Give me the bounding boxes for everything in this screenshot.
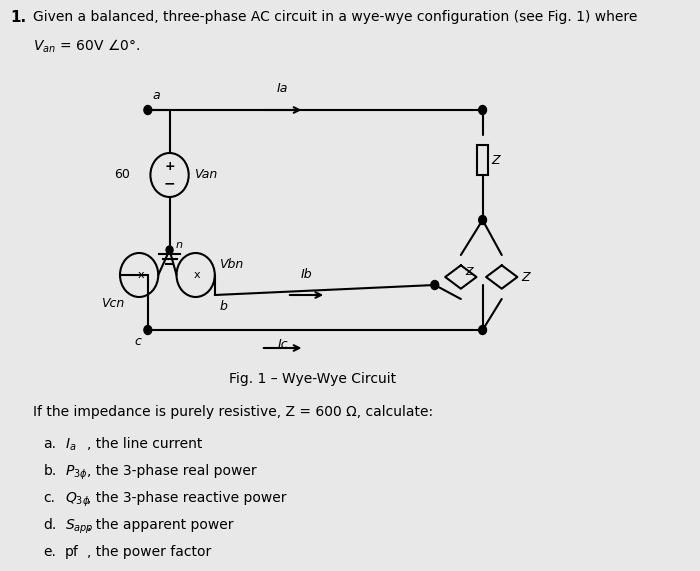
Text: $\mathit{Q_{3\phi}}$: $\mathit{Q_{3\phi}}$ (65, 491, 90, 509)
Text: Z: Z (466, 267, 472, 277)
Text: n: n (176, 240, 183, 250)
Text: b.: b. (43, 464, 57, 478)
Text: b: b (220, 300, 228, 313)
Text: c.: c. (43, 491, 55, 505)
Text: , the apparent power: , the apparent power (87, 518, 234, 532)
Text: a.: a. (43, 437, 57, 451)
Text: Fig. 1 – Wye-Wye Circuit: Fig. 1 – Wye-Wye Circuit (230, 372, 397, 386)
Text: , the power factor: , the power factor (87, 545, 211, 559)
Text: Vcn: Vcn (102, 297, 125, 310)
Text: x: x (138, 270, 144, 280)
Text: Z: Z (491, 154, 500, 167)
Text: $\mathit{P_{3\phi}}$: $\mathit{P_{3\phi}}$ (65, 464, 88, 482)
Text: 1.: 1. (10, 10, 27, 25)
Circle shape (479, 215, 486, 224)
Text: If the impedance is purely resistive, Z = 600 Ω, calculate:: If the impedance is purely resistive, Z … (33, 405, 433, 419)
Circle shape (144, 325, 152, 335)
Text: $\mathit{S_{app}}$: $\mathit{S_{app}}$ (65, 518, 94, 536)
Circle shape (479, 106, 486, 115)
Text: Z: Z (521, 271, 529, 283)
Text: c: c (135, 335, 141, 348)
Circle shape (431, 280, 439, 289)
Text: $\mathit{V_{an}}$ = 60V ∠0°.: $\mathit{V_{an}}$ = 60V ∠0°. (33, 38, 140, 55)
Circle shape (479, 325, 486, 335)
Text: +: + (164, 160, 175, 174)
Circle shape (144, 106, 152, 115)
Text: Given a balanced, three-phase AC circuit in a wye-wye configuration (see Fig. 1): Given a balanced, three-phase AC circuit… (33, 10, 638, 24)
Text: Vbn: Vbn (219, 259, 244, 271)
Text: d.: d. (43, 518, 57, 532)
Text: 60: 60 (115, 168, 130, 182)
Text: Van: Van (194, 168, 217, 182)
Text: e.: e. (43, 545, 57, 559)
Text: −: − (164, 176, 176, 190)
Text: , the 3-phase real power: , the 3-phase real power (87, 464, 257, 478)
Text: pf: pf (65, 545, 79, 559)
Text: a: a (152, 89, 160, 102)
Text: $\mathit{I_a}$: $\mathit{I_a}$ (65, 437, 76, 453)
Text: x: x (194, 270, 201, 280)
Text: , the 3-phase reactive power: , the 3-phase reactive power (87, 491, 286, 505)
Text: Ia: Ia (277, 82, 288, 95)
Text: Ic: Ic (277, 338, 288, 351)
Circle shape (166, 246, 173, 254)
Text: Ib: Ib (301, 268, 313, 281)
Text: , the line current: , the line current (87, 437, 202, 451)
